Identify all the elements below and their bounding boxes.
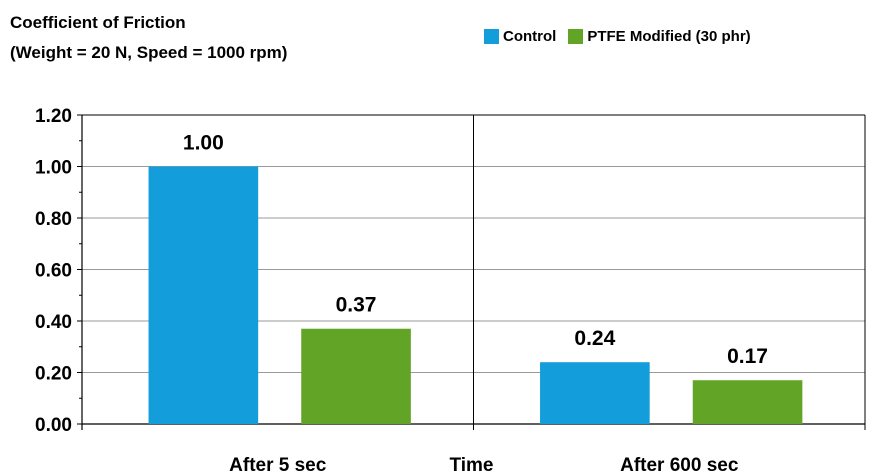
legend-label-ptfe: PTFE Modified (30 phr) — [587, 28, 751, 45]
y-tick-label: 0.80 — [35, 209, 72, 230]
legend-item-control: Control — [484, 28, 556, 45]
legend-swatch-ptfe — [568, 29, 584, 44]
bar — [301, 328, 411, 424]
bar-data-label: 0.24 — [574, 327, 615, 350]
y-tick-label: 0.40 — [35, 312, 72, 333]
bar-data-label: 0.37 — [336, 294, 377, 317]
y-tick-label: 0.00 — [35, 415, 72, 436]
legend-swatch-control — [484, 29, 499, 44]
chart-title-block: Coefficient of Friction (Weight = 20 N, … — [10, 8, 287, 68]
x-axis-title: Time — [449, 455, 493, 474]
bar-data-label: 1.00 — [183, 132, 224, 155]
legend: Control PTFE Modified (30 phr) — [484, 28, 763, 45]
bar — [148, 166, 259, 424]
bar — [692, 380, 803, 424]
y-tick-label: 0.20 — [35, 364, 72, 385]
y-tick-label: 1.00 — [35, 158, 72, 179]
x-category-label: After 600 sec — [620, 455, 739, 474]
y-tick-label: 1.20 — [35, 106, 72, 127]
bar — [540, 362, 650, 424]
chart-subtitle: (Weight = 20 N, Speed = 1000 rpm) — [10, 43, 288, 62]
y-tick-label: 0.60 — [35, 261, 72, 282]
legend-label-control: Control — [503, 28, 557, 45]
legend-item-ptfe: PTFE Modified (30 phr) — [568, 28, 751, 45]
chart-title: Coefficient of Friction — [10, 13, 186, 32]
x-category-label: After 5 sec — [229, 455, 327, 474]
bar-data-label: 0.17 — [727, 345, 768, 368]
